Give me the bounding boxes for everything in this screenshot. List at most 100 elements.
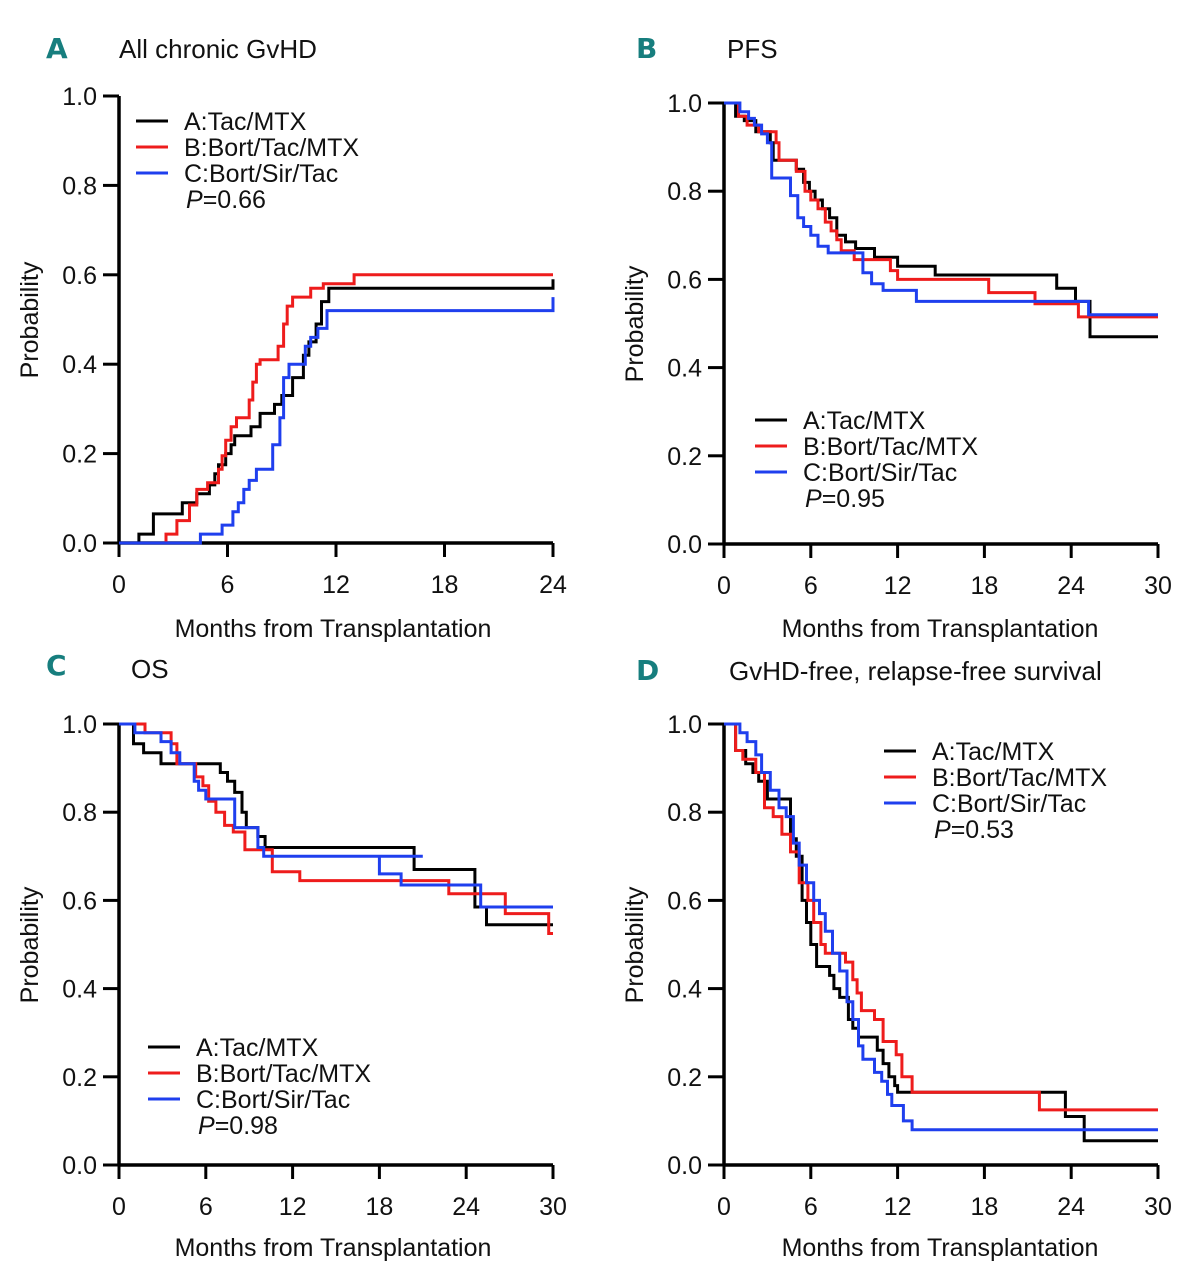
p-value-number: =0.66	[203, 186, 266, 214]
km-curve-b	[724, 101, 1158, 319]
km-curve-a	[724, 722, 1158, 1143]
x-tick-label: 24	[1057, 572, 1085, 600]
y-tick-label: 0.6	[667, 887, 702, 915]
p-symbol: P	[198, 1112, 215, 1140]
legend-label: A:Tac/MTX	[196, 1034, 319, 1062]
x-tick-label: 30	[1144, 572, 1172, 600]
x-tick-label: 12	[322, 571, 350, 599]
p-value-number: =0.53	[951, 816, 1014, 844]
panel-title: PFS	[727, 34, 778, 64]
legend-label: B:Bort/Tac/MTX	[196, 1060, 371, 1088]
panel-title: OS	[131, 654, 169, 684]
y-tick-label: 0.4	[62, 351, 97, 379]
legend-label: C:Bort/Sir/Tac	[196, 1086, 350, 1114]
legend-label: C:Bort/Sir/Tac	[932, 790, 1086, 818]
x-tick-label: 0	[112, 571, 126, 599]
legend-label: C:Bort/Sir/Tac	[803, 459, 957, 487]
x-tick-label: 12	[884, 1193, 912, 1221]
p-value-number: =0.98	[215, 1112, 278, 1140]
km-curve-c	[119, 722, 553, 909]
x-tick-label: 18	[970, 1193, 998, 1221]
y-tick-label: 0.4	[667, 355, 702, 383]
km-curve-c	[724, 722, 1158, 1132]
y-tick-label: 0.2	[62, 441, 97, 469]
legend-label: A:Tac/MTX	[932, 738, 1055, 766]
y-tick-label: 0.6	[62, 262, 97, 290]
y-tick-label: 0.6	[62, 887, 97, 915]
x-tick-label: 6	[221, 571, 235, 599]
p-value: P=0.53	[934, 816, 1014, 844]
x-tick-label: 24	[539, 571, 567, 599]
y-tick-label: 0.0	[62, 1152, 97, 1180]
panel-letter: D	[636, 654, 659, 687]
y-tick-label: 1.0	[62, 711, 97, 739]
legend-label: B:Bort/Tac/MTX	[803, 433, 978, 461]
p-value: P=0.66	[186, 186, 266, 214]
x-tick-label: 24	[452, 1193, 480, 1221]
km-curve-a	[119, 722, 553, 927]
y-tick-label: 1.0	[667, 711, 702, 739]
x-tick-label: 0	[717, 572, 731, 600]
legend: A:Tac/MTXB:Bort/Tac/MTXC:Bort/Sir/TacP=0…	[148, 1034, 371, 1140]
x-tick-label: 12	[884, 572, 912, 600]
p-value-number: =0.95	[822, 485, 885, 513]
y-tick-label: 0.2	[667, 1064, 702, 1092]
km-curve-c	[724, 101, 1158, 317]
y-tick-label: 1.0	[62, 83, 97, 111]
km-curve-b	[724, 722, 1158, 1112]
x-tick-label: 30	[539, 1193, 567, 1221]
y-axis-title: Probability	[621, 886, 649, 1003]
x-tick-label: 30	[1144, 1193, 1172, 1221]
panel-a: A All chronic GvHD 0.0 0.2 0.4 0.6 0.8 1.0 0 6 12 1…	[16, 32, 567, 643]
x-axis-title: Months from Transplantation	[782, 1234, 1099, 1262]
x-tick-label: 18	[365, 1193, 393, 1221]
km-curve-b	[119, 273, 553, 545]
panel-d: D GvHD-free, relapse-free survival 0.0 0.2 0…	[621, 654, 1172, 1262]
x-axis-title: Months from Transplantation	[175, 615, 492, 643]
x-axis-title: Months from Transplantation	[782, 615, 1099, 643]
p-symbol: P	[805, 485, 822, 513]
y-axis-title: Probability	[16, 261, 44, 378]
y-tick-label: 0.8	[667, 178, 702, 206]
km-curve-b	[119, 722, 553, 935]
x-tick-label: 0	[717, 1193, 731, 1221]
y-tick-label: 0.4	[667, 976, 702, 1004]
legend-label: B:Bort/Tac/MTX	[932, 764, 1107, 792]
y-tick-label: 0.8	[62, 799, 97, 827]
panel-letter: C	[46, 649, 67, 682]
panel-title: GvHD-free, relapse-free survival	[729, 656, 1102, 686]
km-curve-c	[119, 297, 555, 545]
panel-c: C OS 0.0 0.2 0.4 0.6 0.8 1.0 0 6 12 18 24 30 Months fr…	[16, 649, 567, 1262]
x-tick-label: 18	[970, 572, 998, 600]
panel-letter: B	[636, 32, 657, 65]
y-tick-label: 0.2	[62, 1064, 97, 1092]
legend: A:Tac/MTXB:Bort/Tac/MTXC:Bort/Sir/TacP=0…	[136, 108, 359, 214]
y-tick-label: 0.4	[62, 976, 97, 1004]
panel-title: All chronic GvHD	[119, 34, 317, 64]
km-curve-a	[119, 279, 555, 545]
y-tick-label: 0.6	[667, 266, 702, 294]
p-value: P=0.98	[198, 1112, 278, 1140]
legend-label: A:Tac/MTX	[184, 108, 307, 136]
y-tick-label: 0.2	[667, 443, 702, 471]
x-axis-title: Months from Transplantation	[175, 1234, 492, 1262]
p-symbol: P	[186, 186, 203, 214]
legend-label: C:Bort/Sir/Tac	[184, 160, 338, 188]
legend-label: B:Bort/Tac/MTX	[184, 134, 359, 162]
x-tick-label: 18	[431, 571, 459, 599]
y-tick-label: 0.0	[62, 530, 97, 558]
legend: A:Tac/MTXB:Bort/Tac/MTXC:Bort/Sir/TacP=0…	[884, 738, 1107, 844]
y-tick-label: 0.8	[62, 172, 97, 200]
x-tick-label: 12	[279, 1193, 307, 1221]
y-tick-label: 1.0	[667, 90, 702, 118]
x-tick-label: 6	[199, 1193, 213, 1221]
x-tick-label: 6	[804, 572, 818, 600]
y-axis-title: Probability	[621, 265, 649, 382]
y-tick-label: 0.8	[667, 799, 702, 827]
legend: A:Tac/MTXB:Bort/Tac/MTXC:Bort/Sir/TacP=0…	[755, 407, 978, 513]
x-tick-label: 24	[1057, 1193, 1085, 1221]
p-value: P=0.95	[805, 485, 885, 513]
y-axis-title: Probability	[16, 886, 44, 1003]
panel-b: B PFS 0.0 0.2 0.4 0.6 0.8 1.0 0 6 12 18 24 30 Months f…	[621, 32, 1172, 643]
